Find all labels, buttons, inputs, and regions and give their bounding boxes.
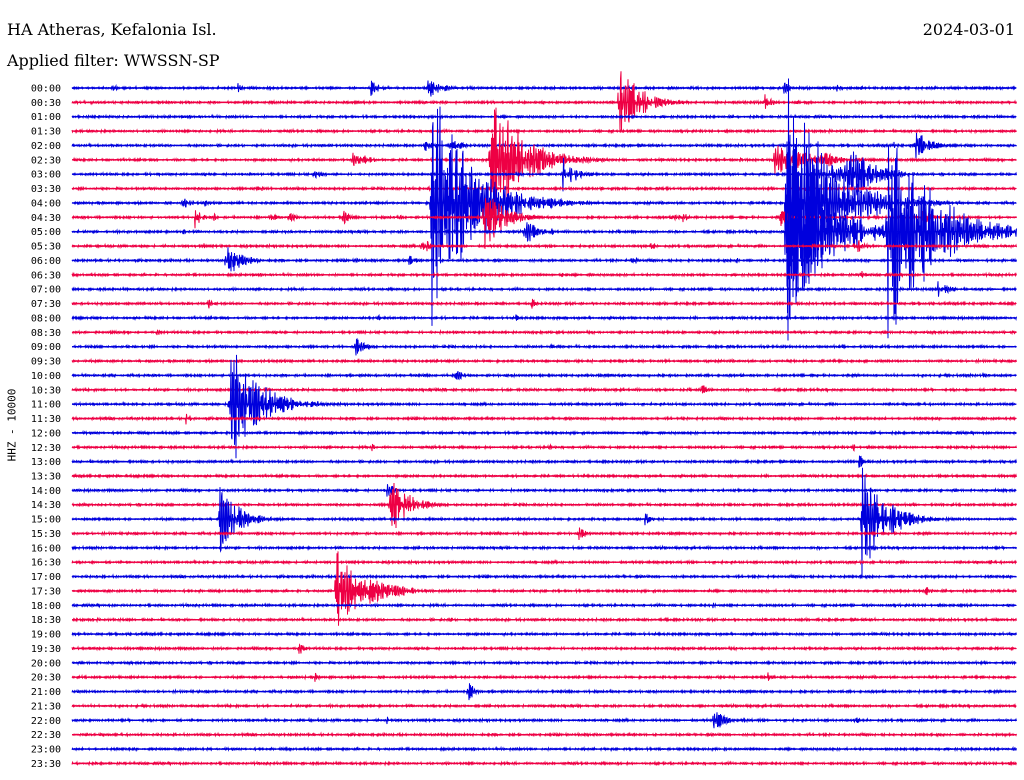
time-tick-label: 16:00	[31, 543, 61, 554]
time-tick-label: 22:30	[31, 730, 61, 741]
time-tick-label: 02:30	[31, 155, 61, 166]
time-tick-label: 12:30	[31, 443, 61, 454]
time-tick-label: 07:30	[31, 299, 61, 310]
time-tick-label: 11:30	[31, 414, 61, 425]
time-tick-label: 12:00	[31, 428, 61, 439]
time-tick-label: 05:00	[31, 227, 61, 238]
time-tick-label: 03:30	[31, 184, 61, 195]
time-tick-label: 10:00	[31, 371, 61, 382]
time-tick-label: 22:00	[31, 716, 61, 727]
time-tick-label: 13:30	[31, 471, 61, 482]
time-tick-label: 15:30	[31, 529, 61, 540]
time-tick-label: 20:30	[31, 673, 61, 684]
trace-line	[71, 247, 1017, 272]
trace-line	[71, 271, 1017, 279]
time-tick-label: 06:00	[31, 256, 61, 267]
time-tick-label: 08:30	[31, 328, 61, 339]
time-tick-label: 19:00	[31, 630, 61, 641]
time-tick-label: 01:30	[31, 127, 61, 138]
time-tick-label: 14:30	[31, 500, 61, 511]
time-tick-label: 03:00	[31, 170, 61, 181]
time-tick-label: 17:00	[31, 572, 61, 583]
trace-line	[71, 141, 1017, 339]
trace-line	[71, 71, 1017, 131]
filter-label: Applied filter: WWSSN-SP	[7, 51, 220, 70]
trace-line	[71, 354, 1017, 459]
time-tick-label: 20:00	[31, 658, 61, 669]
time-tick-label: 09:00	[31, 342, 61, 353]
time-tick-label: 23:30	[31, 759, 61, 770]
time-tick-label: 02:00	[31, 141, 61, 152]
time-tick-label: 14:00	[31, 486, 61, 497]
station-title: HA Atheras, Kefalonia Isl.	[7, 20, 217, 39]
time-tick-label: 15:00	[31, 515, 61, 526]
time-tick-label: 00:00	[31, 84, 61, 95]
time-tick-label: 17:30	[31, 586, 61, 597]
time-tick-label: 21:30	[31, 701, 61, 712]
time-tick-label: 01:00	[31, 112, 61, 123]
time-tick-label: 06:30	[31, 270, 61, 281]
time-tick-label: 16:30	[31, 558, 61, 569]
time-tick-label: 08:00	[31, 313, 61, 324]
time-tick-label: 23:00	[31, 745, 61, 756]
time-tick-label: 05:30	[31, 242, 61, 253]
time-tick-label: 07:00	[31, 285, 61, 296]
time-tick-label: 21:00	[31, 687, 61, 698]
trace-group	[71, 71, 1017, 767]
time-tick-label: 13:00	[31, 457, 61, 468]
time-tick-label: 18:00	[31, 601, 61, 612]
trace-line	[71, 643, 1017, 654]
time-tick-label: 04:30	[31, 213, 61, 224]
trace-line	[71, 198, 1017, 249]
time-tick-label: 04:00	[31, 198, 61, 209]
time-tick-label: 19:30	[31, 644, 61, 655]
time-tick-label: 09:30	[31, 357, 61, 368]
date-label: 2024-03-01	[922, 20, 1015, 39]
time-tick-label: 10:30	[31, 385, 61, 396]
time-tick-label: 00:30	[31, 98, 61, 109]
time-tick-label: 11:00	[31, 400, 61, 411]
time-tick-labels: 00:00 00:30 01:00 01:30 02:00 02:30 03:00 03:30…	[31, 84, 61, 770]
time-tick-label: 18:30	[31, 615, 61, 626]
